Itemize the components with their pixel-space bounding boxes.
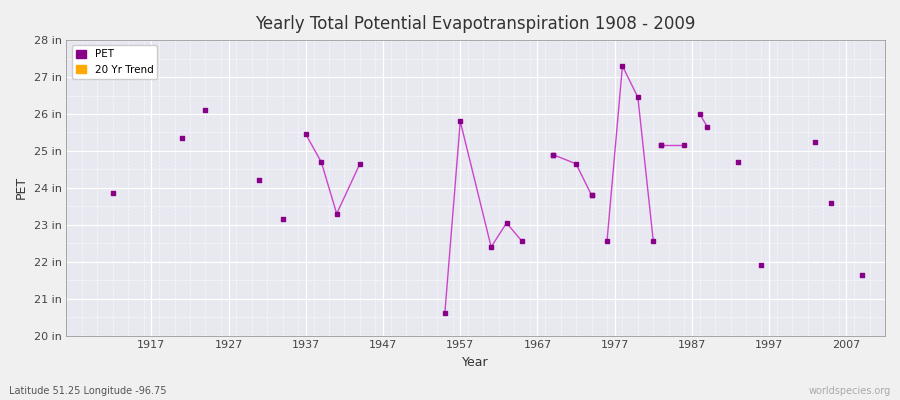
Point bbox=[754, 262, 769, 269]
Point bbox=[105, 190, 120, 196]
Point bbox=[252, 177, 266, 184]
Point bbox=[653, 142, 668, 148]
Point bbox=[808, 138, 823, 145]
Point bbox=[731, 159, 745, 165]
Point bbox=[275, 216, 290, 222]
Text: Latitude 51.25 Longitude -96.75: Latitude 51.25 Longitude -96.75 bbox=[9, 386, 166, 396]
Point bbox=[198, 107, 212, 114]
Text: worldspecies.org: worldspecies.org bbox=[809, 386, 891, 396]
Point bbox=[176, 135, 190, 141]
Legend: PET, 20 Yr Trend: PET, 20 Yr Trend bbox=[72, 45, 158, 79]
X-axis label: Year: Year bbox=[463, 356, 489, 369]
Point bbox=[824, 200, 838, 206]
Title: Yearly Total Potential Evapotranspiration 1908 - 2009: Yearly Total Potential Evapotranspiratio… bbox=[256, 15, 696, 33]
Y-axis label: PET: PET bbox=[15, 176, 28, 200]
Point bbox=[545, 152, 560, 158]
Point bbox=[584, 192, 598, 198]
Point bbox=[855, 272, 869, 278]
